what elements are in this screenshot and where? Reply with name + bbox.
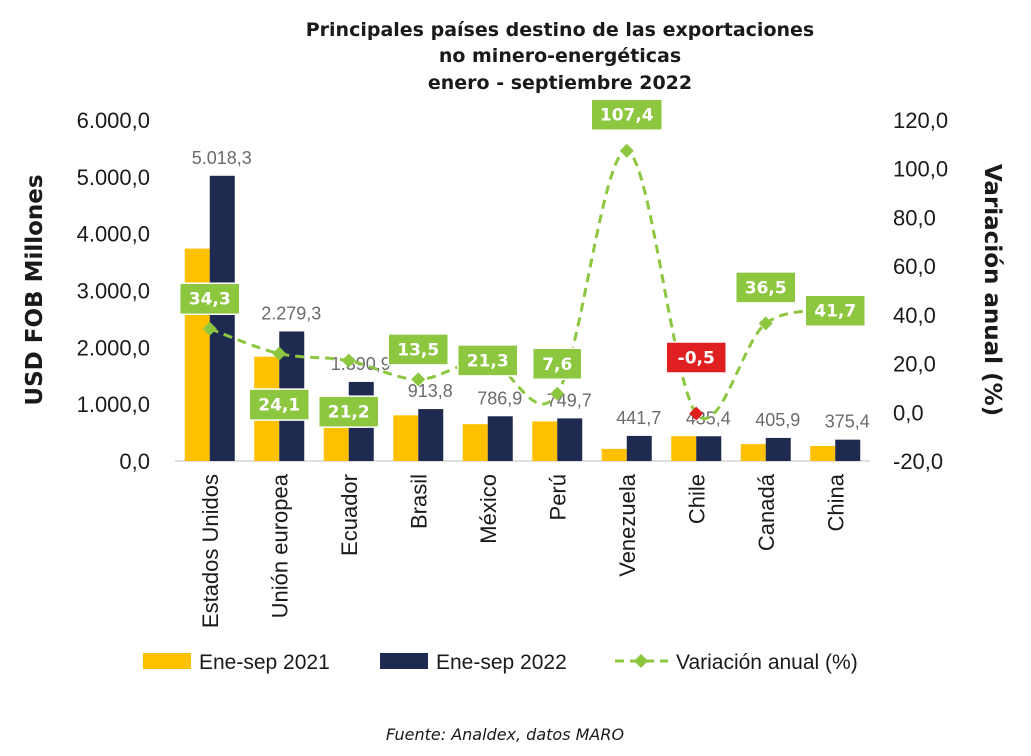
y2-tick-label: 120,0	[893, 108, 948, 133]
y-tick-label: 2.000,0	[77, 335, 150, 360]
variation-value-label: 41,7	[814, 302, 856, 322]
y-tick-label: 6.000,0	[77, 108, 150, 133]
chart-title-line-1: Principales países destino de las export…	[306, 19, 814, 41]
bar-2021-5	[532, 421, 558, 461]
variation-label-box	[248, 388, 310, 421]
variation-marker	[411, 372, 426, 387]
left-axis-ticks: 0,0 1.000,0 2.000,0 3.000,0 4.000,0 5.000,0 6.…	[77, 108, 150, 474]
bar-2022-value-label: 441,7	[616, 408, 661, 428]
source-note: Fuente: Analdex, datos MARO	[386, 725, 624, 744]
variation-value-label: 36,5	[745, 278, 787, 298]
variation-value-label: 13,5	[397, 340, 439, 360]
y2-axis-title: Variación anual (%)	[979, 164, 1005, 416]
bar-2022-3	[418, 409, 444, 461]
chart-title-line-2: no minero-energéticas	[439, 45, 681, 67]
bar-2022-value-label: 2.279,3	[261, 303, 321, 323]
variation-value-labels: 34,3 24,1 21,2 13,5 21,3 7,6 107,4 -0,5 36,5 41,7	[179, 98, 866, 428]
y-tick-label: 0,0	[119, 449, 150, 474]
variation-value-label: 21,2	[328, 403, 370, 423]
bar-2021-3	[393, 415, 419, 461]
bar-2022-value-label: 786,9	[477, 388, 522, 408]
variation-label-box	[457, 344, 519, 377]
legend-swatch-variation-marker	[634, 654, 648, 668]
variation-label-box	[318, 395, 380, 428]
variation-label-box	[804, 294, 866, 327]
y-tick-label: 5.000,0	[77, 165, 150, 190]
variation-value-label: 7,6	[542, 355, 572, 375]
variation-value-label: 24,1	[258, 396, 300, 416]
variation-label-box	[665, 341, 727, 374]
variation-value-label: 34,3	[189, 290, 231, 310]
bar-2021-4	[462, 424, 488, 461]
y2-tick-label: -20,0	[893, 449, 943, 474]
y2-tick-label: 100,0	[893, 157, 948, 182]
variation-marker	[758, 316, 773, 331]
bar-2022-value-label: 913,8	[408, 381, 453, 401]
y-tick-label: 1.000,0	[77, 392, 150, 417]
bar-2022-7	[696, 436, 722, 461]
variation-marker	[689, 406, 704, 421]
legend: Ene-sep 2021 Ene-sep 2022 Variación anua…	[143, 651, 858, 674]
variation-marker	[341, 353, 356, 368]
bar-2022-5	[557, 418, 583, 461]
category-label: México	[476, 474, 501, 544]
legend-swatch-2022	[380, 653, 428, 669]
bar-2022-8	[765, 437, 791, 461]
right-axis-ticks: -20,0 0,0 20,0 40,0 60,0 80,0 100,0 120,0	[893, 108, 948, 474]
variation-marker	[272, 346, 287, 361]
bar-2022-value-label: 405,9	[755, 410, 800, 430]
category-label: Perú	[545, 474, 570, 520]
variation-label-box	[735, 271, 797, 304]
variation-value-label: 21,3	[467, 351, 509, 371]
category-labels: Estados Unidos Unión europea Ecuador Brasil…	[198, 473, 849, 628]
category-label: Unión europea	[267, 473, 292, 618]
variation-marker	[202, 321, 217, 336]
bar-2021-6	[601, 448, 627, 461]
category-label: Ecuador	[337, 474, 362, 556]
y-tick-label: 3.000,0	[77, 279, 150, 304]
legend-label-variation: Variación anual (%)	[676, 651, 858, 674]
bar-2021-8	[740, 444, 766, 461]
category-label: Venezuela	[615, 473, 640, 577]
variation-marker	[550, 386, 565, 401]
bar-2022-9	[835, 439, 861, 461]
y2-tick-label: 0,0	[893, 400, 924, 425]
legend-swatch-2021	[143, 653, 191, 669]
y2-tick-label: 40,0	[893, 303, 936, 328]
variation-value-label: 107,4	[600, 106, 654, 126]
bar-2021-7	[671, 436, 697, 461]
y2-tick-label: 60,0	[893, 254, 936, 279]
category-label: Brasil	[406, 474, 431, 529]
variation-label-box	[179, 282, 241, 315]
bar-2022-0	[209, 175, 235, 462]
category-label: China	[823, 473, 848, 531]
bar-2022-4	[487, 416, 513, 461]
category-label: Estados Unidos	[198, 474, 223, 628]
bar-2021-9	[810, 445, 836, 461]
variation-value-label: -0,5	[678, 349, 715, 369]
y-tick-label: 4.000,0	[77, 222, 150, 247]
bar-2022-value-label: 5.018,3	[192, 148, 252, 168]
bar-2022-value-label: 375,4	[825, 412, 870, 432]
legend-label-2021: Ene-sep 2021	[199, 651, 330, 674]
category-label: Chile	[684, 474, 709, 524]
variation-label-box	[387, 333, 449, 366]
bar-2021-0	[184, 248, 210, 461]
variation-marker	[619, 143, 634, 158]
y2-tick-label: 20,0	[893, 352, 936, 377]
category-label: Canadá	[754, 473, 779, 551]
variation-label-box	[532, 347, 583, 381]
variation-label-box	[590, 98, 663, 131]
y-axis-title: USD FOB Millones	[22, 174, 48, 405]
y2-tick-label: 80,0	[893, 205, 936, 230]
chart-title: Principales países destino de las export…	[306, 19, 814, 94]
legend-label-2022: Ene-sep 2022	[436, 651, 567, 674]
bar-2022-6	[626, 435, 652, 461]
chart-title-line-3: enero - septiembre 2022	[428, 72, 692, 94]
